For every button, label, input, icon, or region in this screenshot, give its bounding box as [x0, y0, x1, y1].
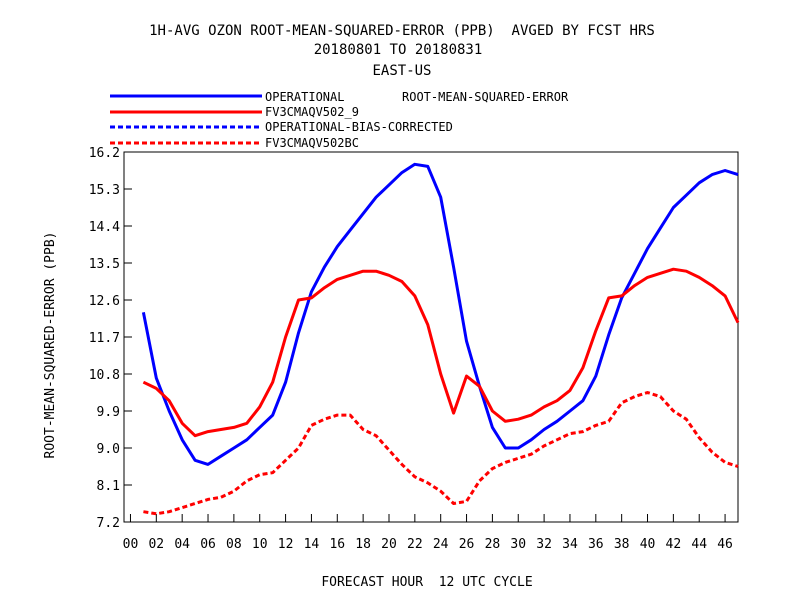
- x-tick-label: 36: [588, 537, 604, 552]
- x-tick-label: 02: [148, 537, 164, 552]
- y-tick-label: 7.2: [97, 516, 120, 531]
- x-tick-label: 34: [562, 537, 578, 552]
- x-tick-label: 40: [640, 537, 656, 552]
- x-tick-label: 44: [691, 537, 707, 552]
- legend-label: FV3CMAQV502_9: [265, 105, 359, 119]
- y-tick-label: 11.7: [89, 331, 120, 346]
- legend: OPERATIONAL FV3CMAQV502_9 OPERATIONAL-BI…: [110, 90, 453, 150]
- y-tick-label: 15.3: [89, 183, 120, 198]
- x-tick-label: 46: [717, 537, 733, 552]
- series-line-operational: [141, 162, 739, 466]
- x-tick-label: 38: [614, 537, 630, 552]
- x-tick-label: 32: [536, 537, 552, 552]
- y-tick-label: 9.9: [97, 405, 120, 420]
- legend-item-operational-bias-corrected: OPERATIONAL-BIAS-CORRECTED: [110, 120, 453, 134]
- chart-date-range: 20180801 TO 20180831: [314, 42, 483, 58]
- x-tick-label: 08: [226, 537, 242, 552]
- x-axis-label: FORECAST HOUR 12 UTC CYCLE: [321, 575, 532, 590]
- series-layer: [141, 162, 740, 516]
- chart-title: 1H-AVG OZON ROOT-MEAN-SQUARED-ERROR (PPB…: [149, 23, 655, 39]
- legend-item-fv3cmaqv502-9: FV3CMAQV502_9: [110, 105, 359, 119]
- x-tick-label: 18: [355, 537, 371, 552]
- legend-item-operational: OPERATIONAL: [110, 90, 344, 104]
- x-tick-label: 04: [174, 537, 190, 552]
- legend-label: FV3CMAQV502BC: [265, 136, 359, 150]
- y-tick-label: 10.8: [89, 368, 120, 383]
- metric-label: ROOT-MEAN-SQUARED-ERROR: [402, 90, 569, 104]
- y-tick-label: 13.5: [89, 257, 120, 272]
- y-tick-label: 14.4: [89, 220, 120, 235]
- series-line-fv3cmaqv502-9: [142, 267, 740, 438]
- x-tick-label: 28: [485, 537, 501, 552]
- legend-label: OPERATIONAL: [265, 90, 344, 104]
- x-tick-label: 12: [278, 537, 294, 552]
- y-tick-label: 12.6: [89, 294, 120, 309]
- x-tick-label: 14: [304, 537, 320, 552]
- legend-item-fv3cmaqv502bc: FV3CMAQV502BC: [110, 136, 359, 150]
- y-tick-label: 16.2: [89, 146, 120, 161]
- x-tick-label: 10: [252, 537, 268, 552]
- legend-label: OPERATIONAL-BIAS-CORRECTED: [265, 120, 453, 134]
- y-axis: 7.2 8.1 9.0 9.9 10.8 11.7 12.6 13.5 14.4 15.3 16.2: [89, 146, 132, 531]
- y-axis-label: ROOT-MEAN-SQUARED-ERROR (PPB): [43, 232, 58, 459]
- x-tick-label: 16: [329, 537, 345, 552]
- y-tick-label: 9.0: [97, 442, 120, 457]
- x-tick-label: 00: [123, 537, 139, 552]
- series-line-fv3cmaqv502bc: [143, 391, 739, 516]
- y-tick-label: 8.1: [97, 479, 120, 494]
- x-tick-label: 26: [459, 537, 475, 552]
- x-tick-label: 42: [666, 537, 682, 552]
- chart-region: EAST-US: [372, 63, 431, 79]
- x-tick-label: 06: [200, 537, 216, 552]
- x-axis: 00 02 04 06 08 10 12 14 16 18 20 22 24 26 28 30 32 34 36 38…: [123, 514, 733, 552]
- x-tick-label: 22: [407, 537, 423, 552]
- x-tick-label: 30: [510, 537, 526, 552]
- x-tick-label: 24: [433, 537, 449, 552]
- x-tick-label: 20: [381, 537, 397, 552]
